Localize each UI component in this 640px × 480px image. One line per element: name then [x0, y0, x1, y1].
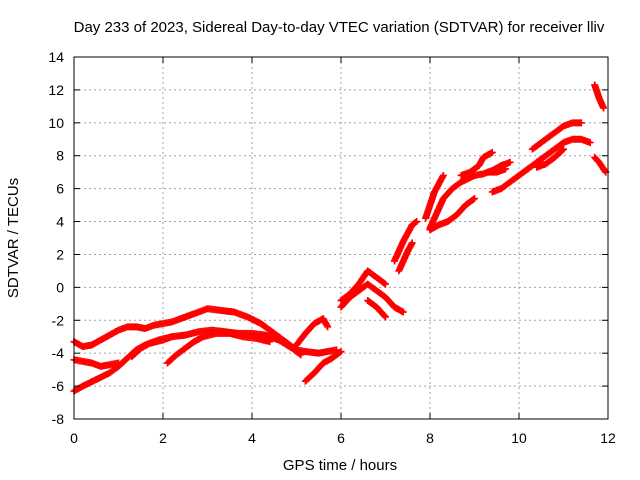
data-points	[70, 81, 610, 395]
y-axis-label: SDTVAR / TECUs	[5, 178, 22, 298]
trace	[163, 329, 274, 367]
y-tick-label: -2	[52, 312, 65, 328]
data-point	[408, 239, 416, 247]
data-point	[296, 350, 304, 358]
trace	[488, 165, 532, 196]
data-point	[337, 348, 345, 356]
chart-title: Day 233 of 2023, Sidereal Day-to-day VTE…	[74, 19, 605, 36]
data-point	[469, 195, 477, 203]
data-point	[381, 312, 389, 320]
data-point	[558, 146, 566, 154]
trace	[293, 315, 332, 349]
trace	[422, 171, 447, 222]
data-point	[380, 279, 388, 287]
data-point	[471, 195, 478, 203]
y-tick-label: 4	[56, 214, 64, 230]
data-point	[382, 313, 389, 321]
data-point	[577, 119, 585, 127]
trace	[426, 195, 478, 234]
data-point	[600, 104, 608, 112]
data-point	[115, 359, 122, 367]
y-tick-label: -6	[52, 378, 65, 394]
trace	[128, 333, 176, 360]
x-tick-label: 10	[511, 430, 527, 446]
trace	[524, 135, 594, 173]
data-point	[297, 351, 305, 359]
data-point	[413, 218, 421, 226]
trace	[301, 348, 345, 385]
x-tick-label: 2	[159, 430, 167, 446]
y-tick-label: 12	[48, 82, 64, 98]
data-point	[399, 308, 407, 316]
trace	[395, 239, 416, 275]
trace	[457, 148, 496, 179]
x-tick-label: 4	[248, 430, 256, 446]
y-tick-label: 2	[56, 246, 64, 262]
y-tick-label: -4	[52, 345, 65, 361]
y-tick-label: 14	[48, 49, 64, 65]
y-tick-label: 6	[56, 181, 64, 197]
data-point	[586, 139, 594, 147]
grid	[74, 57, 608, 419]
x-axis-label: GPS time / hours	[283, 457, 397, 474]
data-point	[488, 148, 496, 156]
x-tick-label: 0	[70, 430, 78, 446]
trace	[533, 145, 567, 171]
data-point	[168, 333, 176, 341]
y-axis: -8 -6 -4 -2 0 2 4 6 8 10 12 14	[48, 49, 608, 427]
data-point	[336, 348, 344, 356]
y-tick-label: 8	[56, 148, 64, 164]
data-point	[266, 338, 274, 346]
trace	[364, 297, 389, 321]
data-point	[506, 158, 514, 166]
data-point	[560, 145, 567, 153]
y-tick-label: -8	[52, 411, 65, 427]
data-point	[382, 280, 389, 288]
x-tick-label: 12	[600, 430, 616, 446]
trace	[591, 81, 608, 112]
y-tick-label: 10	[48, 115, 64, 131]
x-tick-label: 8	[426, 430, 434, 446]
trace	[337, 280, 407, 316]
trace	[484, 165, 510, 176]
data-point	[502, 165, 510, 173]
trace	[591, 153, 610, 176]
x-axis: 0 2 4 6 8 10 12	[70, 57, 616, 446]
data-point	[412, 218, 420, 226]
trace	[390, 218, 421, 265]
data-point	[439, 171, 447, 179]
y-tick-label: 0	[56, 279, 64, 295]
x-tick-label: 6	[337, 430, 345, 446]
trace	[70, 356, 122, 370]
trace	[528, 119, 585, 153]
data-point	[324, 323, 332, 331]
